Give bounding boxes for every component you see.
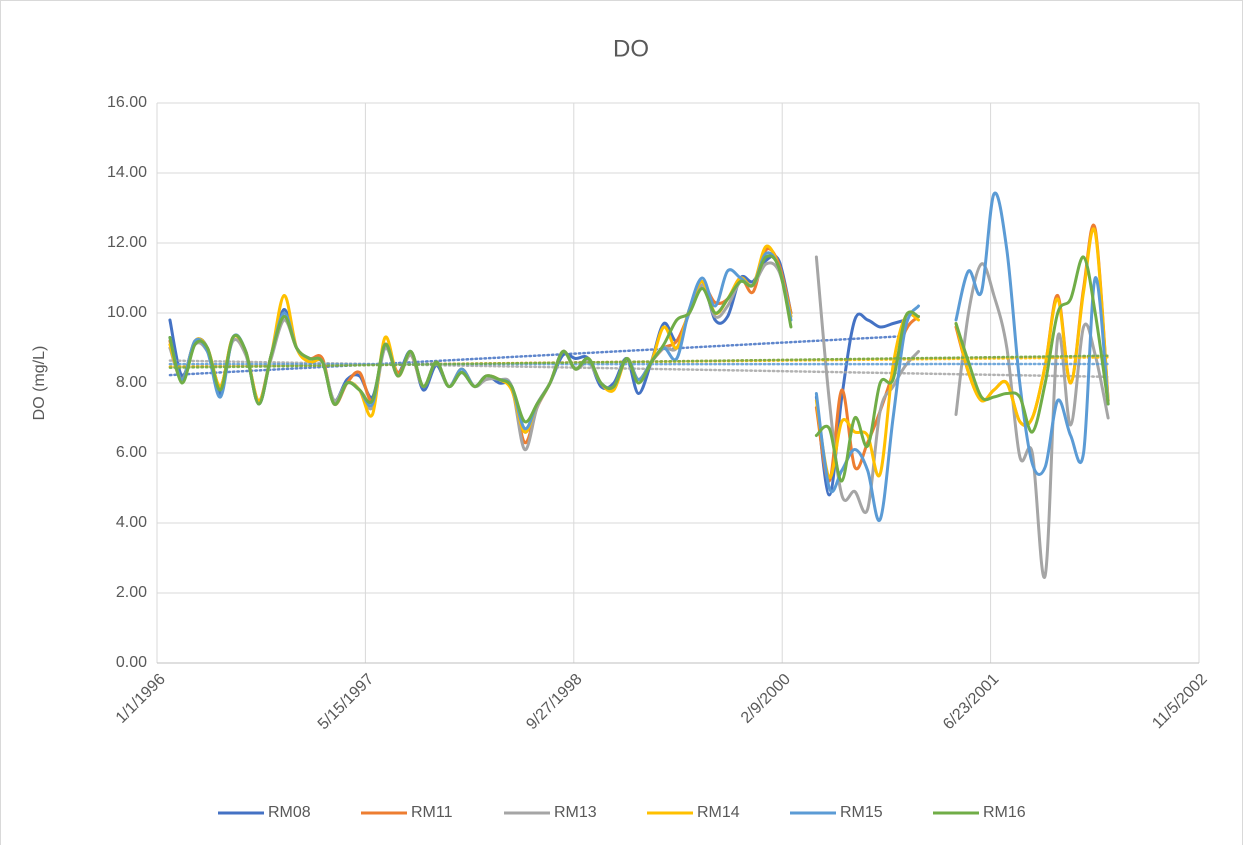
y-tick-label: 14.00: [107, 164, 147, 181]
legend-label: RM16: [983, 804, 1026, 821]
legend-label: RM11: [411, 804, 453, 821]
trendline: [168, 359, 1110, 379]
series-line: [168, 254, 1110, 483]
y-tick-label: 6.00: [116, 444, 147, 461]
trendline: [168, 334, 907, 377]
legend-label: RM14: [697, 804, 740, 821]
trendline: [168, 354, 1110, 369]
legend-label: RM15: [840, 804, 883, 821]
y-axis-label: DO (mg/L): [31, 346, 48, 421]
y-tick-label: 0.00: [116, 654, 147, 671]
y-tick-label: 8.00: [116, 374, 147, 391]
y-tick-label: 10.00: [107, 304, 147, 321]
y-tick-label: 12.00: [107, 234, 147, 251]
y-tick-label: 16.00: [107, 94, 147, 111]
y-tick-label: 4.00: [116, 514, 147, 531]
legend-label: RM13: [554, 804, 597, 821]
legend-label: RM08: [268, 804, 311, 821]
y-tick-label: 2.00: [116, 584, 147, 601]
chart-title: DO: [613, 35, 649, 62]
